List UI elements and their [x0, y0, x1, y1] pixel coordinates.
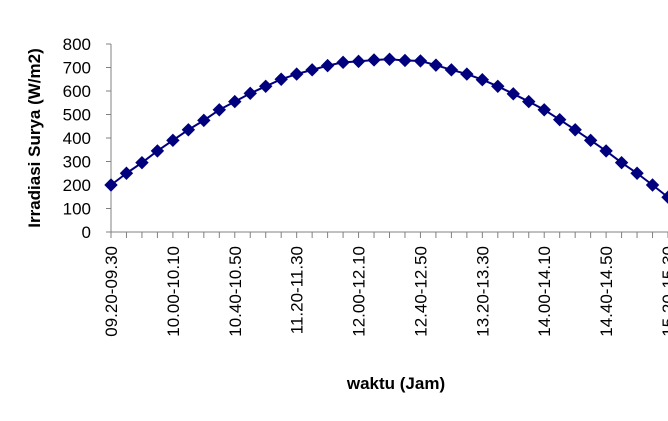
x-tick-label: 10.00-10.10: [164, 246, 183, 337]
data-point: [583, 133, 598, 148]
data-point: [614, 155, 629, 170]
data-point: [274, 72, 288, 86]
y-ticks: 0 100 200 300 400 500 600 700 800: [63, 35, 111, 242]
data-point: [444, 63, 459, 77]
x-tick-label: 11.20-11.30: [288, 246, 307, 334]
data-point: [320, 58, 335, 73]
data-point: [336, 55, 350, 70]
data-point: [166, 133, 180, 148]
data-point: [630, 166, 644, 180]
data-point: [228, 94, 242, 109]
data-point: [212, 103, 227, 117]
data-point: [367, 53, 381, 67]
y-tick-label: 300: [63, 153, 91, 172]
y-tick-label: 400: [63, 129, 91, 148]
y-tick-label: 100: [63, 200, 91, 219]
data-point: [475, 73, 490, 87]
x-axis: 09.20-09.30 10.00-10.10 10.40-10.50 11.20-1…: [102, 231, 668, 337]
data-point: [568, 123, 582, 137]
series-group: [104, 52, 668, 204]
data-point: [537, 103, 551, 117]
data-point: [104, 178, 118, 192]
data-point: [645, 178, 660, 192]
data-point: [119, 166, 134, 180]
y-tick-label: 700: [63, 59, 91, 78]
y-axis: 0 100 200 300 400 500 600 700 800: [63, 35, 112, 242]
x-tick-label: 10.40-10.50: [226, 246, 245, 337]
x-tick-label: 14.40-14.50: [597, 246, 616, 337]
x-tick-label: 14.00-14.10: [535, 246, 554, 337]
data-point: [382, 52, 397, 66]
x-tick-label: 09.20-09.30: [102, 246, 121, 337]
y-axis-title: Irradiasi Surya (W/m2): [25, 48, 44, 228]
data-point: [150, 144, 165, 158]
y-tick-label: 800: [63, 35, 91, 54]
data-point: [305, 63, 319, 77]
x-tick-label: 12.40-12.50: [411, 246, 430, 337]
y-tick-label: 200: [63, 176, 91, 195]
data-point: [398, 53, 412, 68]
data-point: [522, 94, 536, 109]
data-point: [135, 155, 149, 170]
data-point: [289, 67, 304, 81]
data-point: [197, 113, 211, 128]
y-tick-label: 500: [63, 106, 91, 125]
data-point: [351, 54, 366, 69]
x-tick-label: 12.00-12.10: [350, 246, 369, 337]
series-line: [110, 58, 668, 199]
data-point: [661, 190, 668, 204]
data-point: [491, 79, 505, 94]
data-point: [429, 58, 443, 72]
y-tick-label: 600: [63, 82, 91, 101]
x-tick-label: 15.20-15.30: [659, 246, 668, 337]
y-tick-label: 0: [82, 223, 91, 242]
data-point: [259, 79, 273, 94]
data-point: [460, 67, 474, 81]
data-point: [413, 54, 428, 68]
data-point: [552, 112, 567, 127]
data-point: [599, 144, 613, 158]
data-point: [506, 87, 520, 101]
data-point: [243, 86, 257, 101]
x-tick-label: 13.20-13.30: [473, 246, 492, 337]
x-ticks: 09.20-09.30 10.00-10.10 10.40-10.50 11.20-1…: [102, 232, 668, 337]
data-point: [181, 123, 196, 137]
x-axis-title: waktu (Jam): [346, 374, 445, 393]
